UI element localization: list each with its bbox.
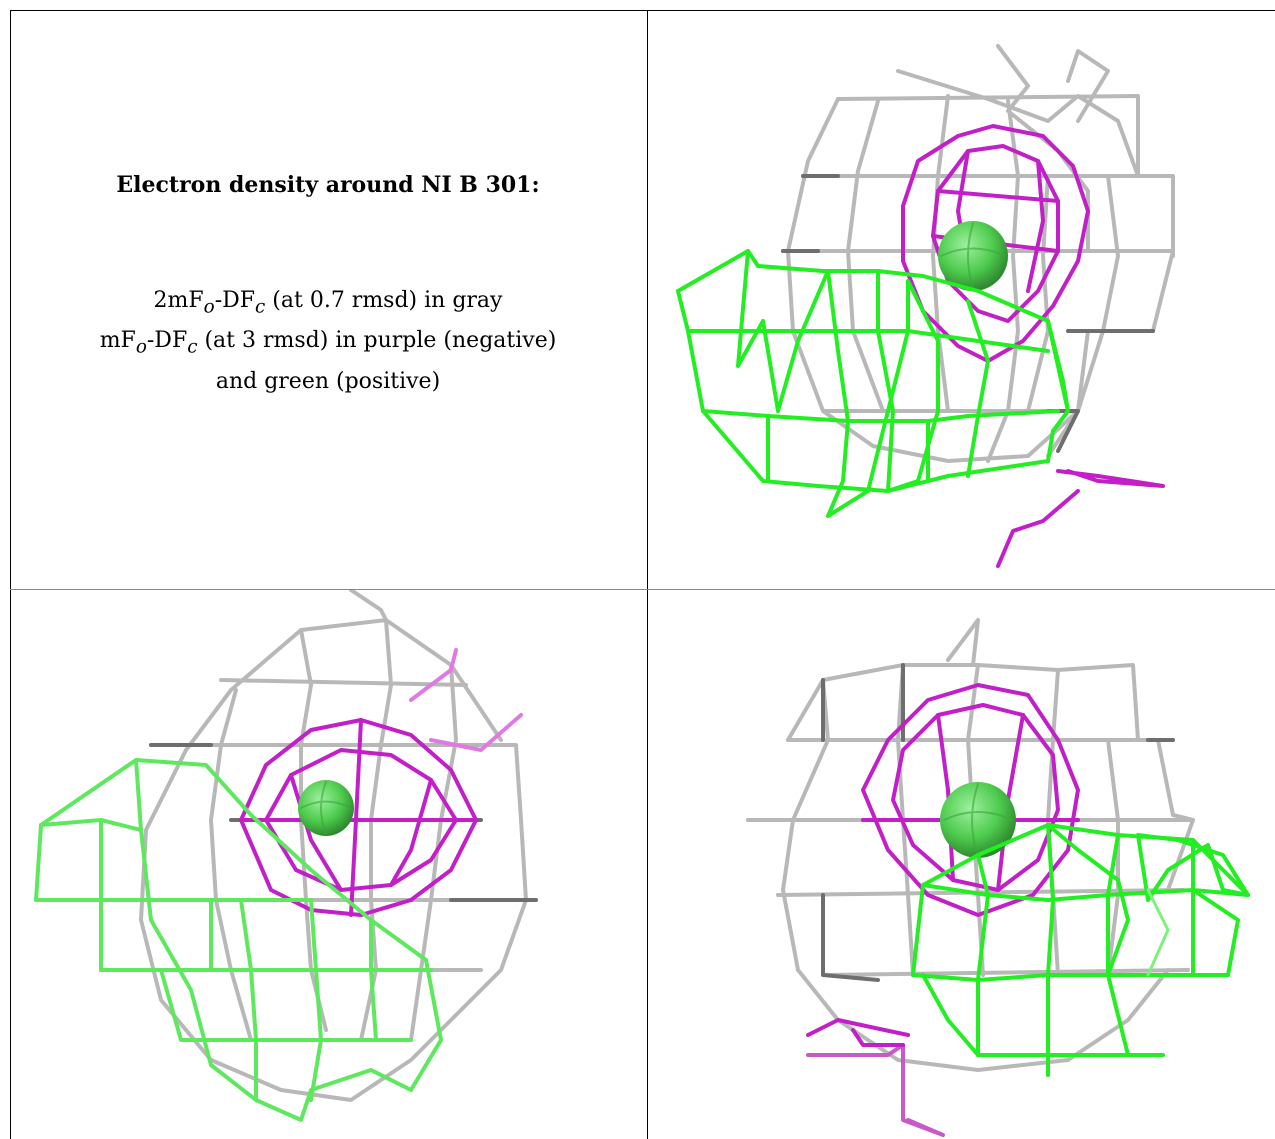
caption-legend: 2mFo-DFc (at 0.7 rmsd) in gray mFo-DFc (…: [10, 284, 646, 399]
table-border-left: [10, 10, 11, 1139]
ni-atom-sphere: [938, 221, 1008, 291]
table-divider-horizontal: [10, 589, 1275, 590]
legend-line-green: and green (positive): [215, 368, 441, 394]
purple-mesh: [901, 124, 1165, 568]
purple-mesh: [806, 683, 1080, 1137]
caption-title: Electron density around NI B 301:: [116, 172, 540, 198]
table-divider-vertical: [647, 10, 648, 1139]
green-mesh: [676, 249, 1070, 518]
legend-line-gray: 2mFo-DFc (at 0.7 rmsd) in gray: [153, 288, 503, 318]
density-view-bottom-left: [34, 590, 538, 1122]
caption-panel: Electron density around NI B 301: 2mFo-D…: [10, 12, 646, 588]
density-view-top-right: [676, 44, 1175, 568]
legend-line-purple: mFo-DFc (at 3 rmsd) in purple (negative): [99, 328, 557, 358]
ni-atom-sphere: [940, 782, 1016, 858]
purple-mesh: [239, 648, 523, 917]
green-mesh: [34, 758, 443, 1122]
table-border-top: [10, 10, 1275, 11]
ni-atom-sphere: [298, 780, 354, 836]
green-mesh: [911, 823, 1250, 1077]
density-view-bottom-right: [746, 618, 1250, 1137]
